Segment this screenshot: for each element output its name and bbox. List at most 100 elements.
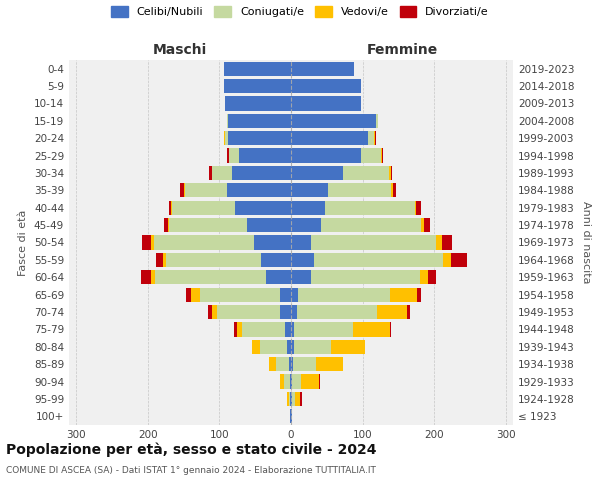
Bar xyxy=(172,200,235,215)
Bar xyxy=(428,270,436,284)
Bar xyxy=(212,305,217,319)
Bar xyxy=(291,236,311,250)
Bar xyxy=(291,114,376,128)
Bar xyxy=(269,357,276,372)
Bar xyxy=(443,253,451,267)
Bar xyxy=(291,288,298,302)
Bar xyxy=(298,288,390,302)
Text: Popolazione per età, sesso e stato civile - 2024: Popolazione per età, sesso e stato civil… xyxy=(6,442,377,457)
Bar xyxy=(260,340,287,354)
Bar xyxy=(191,288,200,302)
Bar xyxy=(321,218,421,232)
Bar xyxy=(227,183,291,198)
Bar xyxy=(224,79,291,93)
Bar xyxy=(290,409,291,424)
Bar xyxy=(155,253,163,267)
Bar xyxy=(169,218,247,232)
Bar xyxy=(291,200,325,215)
Bar xyxy=(291,131,368,146)
Bar xyxy=(291,322,294,336)
Bar xyxy=(291,340,294,354)
Bar xyxy=(168,218,169,232)
Bar xyxy=(291,305,297,319)
Bar xyxy=(291,253,314,267)
Bar xyxy=(311,236,436,250)
Bar xyxy=(285,322,291,336)
Bar xyxy=(232,166,291,180)
Bar xyxy=(169,200,170,215)
Bar xyxy=(301,374,319,388)
Bar xyxy=(291,62,354,76)
Bar xyxy=(289,357,291,372)
Bar xyxy=(331,340,365,354)
Bar xyxy=(184,183,185,198)
Bar xyxy=(154,236,254,250)
Bar xyxy=(291,357,293,372)
Bar xyxy=(391,183,392,198)
Bar xyxy=(242,322,285,336)
Bar xyxy=(416,200,421,215)
Bar xyxy=(292,374,301,388)
Bar xyxy=(361,148,381,162)
Text: Femmine: Femmine xyxy=(367,44,437,58)
Bar xyxy=(280,374,284,388)
Bar xyxy=(316,357,343,372)
Bar xyxy=(407,305,410,319)
Bar xyxy=(225,96,291,110)
Bar xyxy=(166,253,261,267)
Bar xyxy=(287,340,291,354)
Bar xyxy=(375,131,376,146)
Bar xyxy=(291,270,311,284)
Bar xyxy=(389,166,391,180)
Bar xyxy=(311,270,420,284)
Bar xyxy=(251,340,260,354)
Bar xyxy=(420,270,428,284)
Y-axis label: Fasce di età: Fasce di età xyxy=(19,210,28,276)
Text: COMUNE DI ASCEA (SA) - Dati ISTAT 1° gennaio 2024 - Elaborazione TUTTITALIA.IT: COMUNE DI ASCEA (SA) - Dati ISTAT 1° gen… xyxy=(6,466,376,475)
Bar xyxy=(155,270,266,284)
Bar xyxy=(151,270,155,284)
Bar xyxy=(209,166,212,180)
Bar xyxy=(291,392,292,406)
Bar xyxy=(392,183,395,198)
Bar xyxy=(368,131,374,146)
Bar xyxy=(301,392,302,406)
Bar xyxy=(236,322,242,336)
Bar xyxy=(291,374,292,388)
Bar xyxy=(224,131,225,146)
Bar xyxy=(374,131,375,146)
Bar xyxy=(291,148,361,162)
Bar xyxy=(390,322,391,336)
Bar xyxy=(291,218,321,232)
Bar xyxy=(280,305,291,319)
Bar xyxy=(163,253,166,267)
Bar xyxy=(247,218,291,232)
Bar xyxy=(319,374,320,388)
Bar xyxy=(290,392,291,406)
Bar xyxy=(377,305,407,319)
Bar xyxy=(170,200,172,215)
Y-axis label: Anni di nascita: Anni di nascita xyxy=(581,201,591,284)
Bar xyxy=(291,79,361,93)
Bar xyxy=(164,218,168,232)
Bar xyxy=(290,374,291,388)
Bar xyxy=(291,96,361,110)
Bar xyxy=(353,322,390,336)
Bar xyxy=(235,322,236,336)
Bar xyxy=(227,148,229,162)
Bar xyxy=(291,183,328,198)
Bar xyxy=(227,114,228,128)
Bar xyxy=(235,200,291,215)
Bar xyxy=(280,288,291,302)
Bar xyxy=(417,288,421,302)
Bar xyxy=(291,409,292,424)
Bar xyxy=(421,218,424,232)
Bar xyxy=(294,340,331,354)
Bar xyxy=(297,305,377,319)
Bar xyxy=(391,166,392,180)
Bar xyxy=(212,166,232,180)
Bar xyxy=(382,148,383,162)
Bar xyxy=(225,131,228,146)
Bar xyxy=(229,148,239,162)
Bar xyxy=(294,322,353,336)
